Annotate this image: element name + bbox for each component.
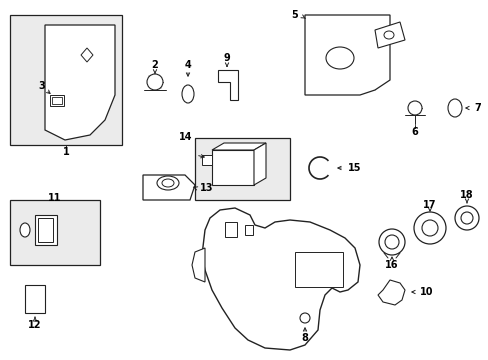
Text: 4: 4: [184, 60, 191, 70]
Polygon shape: [142, 175, 195, 200]
Circle shape: [413, 212, 445, 244]
Text: 15: 15: [347, 163, 361, 173]
Text: 14: 14: [178, 132, 192, 142]
Bar: [244, 225, 252, 235]
Text: 2: 2: [151, 60, 158, 70]
Text: 16: 16: [385, 260, 398, 270]
Bar: [202, 155, 212, 165]
Ellipse shape: [20, 223, 30, 237]
Polygon shape: [374, 22, 404, 48]
Polygon shape: [202, 208, 359, 350]
Circle shape: [299, 313, 309, 323]
Polygon shape: [81, 48, 93, 62]
Text: 7: 7: [473, 103, 480, 113]
Polygon shape: [212, 143, 265, 150]
Circle shape: [421, 220, 437, 236]
Circle shape: [147, 74, 163, 90]
Polygon shape: [305, 15, 389, 95]
Polygon shape: [377, 280, 404, 305]
Bar: [10, 200, 100, 265]
Polygon shape: [192, 248, 204, 282]
Text: 12: 12: [28, 320, 41, 330]
Polygon shape: [218, 70, 238, 100]
Ellipse shape: [447, 99, 461, 117]
Bar: [50, 95, 64, 106]
Circle shape: [460, 212, 472, 224]
Bar: [35, 215, 57, 245]
Text: 9: 9: [223, 53, 230, 63]
Circle shape: [384, 235, 398, 249]
Text: 18: 18: [459, 190, 473, 200]
Text: 3: 3: [39, 81, 45, 91]
Text: 5: 5: [291, 10, 298, 20]
Bar: [52, 97, 62, 104]
Text: 11: 11: [48, 193, 61, 203]
Ellipse shape: [162, 179, 174, 187]
Text: 10: 10: [419, 287, 433, 297]
Text: 13: 13: [200, 183, 213, 193]
Circle shape: [378, 229, 404, 255]
Bar: [25, 285, 45, 313]
Text: 1: 1: [62, 147, 69, 157]
Ellipse shape: [383, 31, 393, 39]
Bar: [195, 138, 289, 200]
Ellipse shape: [325, 47, 353, 69]
Bar: [294, 252, 342, 287]
Text: 17: 17: [423, 200, 436, 210]
Bar: [224, 222, 237, 237]
Circle shape: [407, 101, 421, 115]
Bar: [212, 150, 253, 185]
Bar: [38, 218, 53, 242]
Text: 6: 6: [411, 127, 418, 137]
Polygon shape: [45, 25, 115, 140]
Bar: [10, 15, 122, 145]
Polygon shape: [253, 143, 265, 185]
Ellipse shape: [157, 176, 179, 190]
Ellipse shape: [182, 85, 194, 103]
Text: 8: 8: [301, 333, 308, 343]
Circle shape: [454, 206, 478, 230]
